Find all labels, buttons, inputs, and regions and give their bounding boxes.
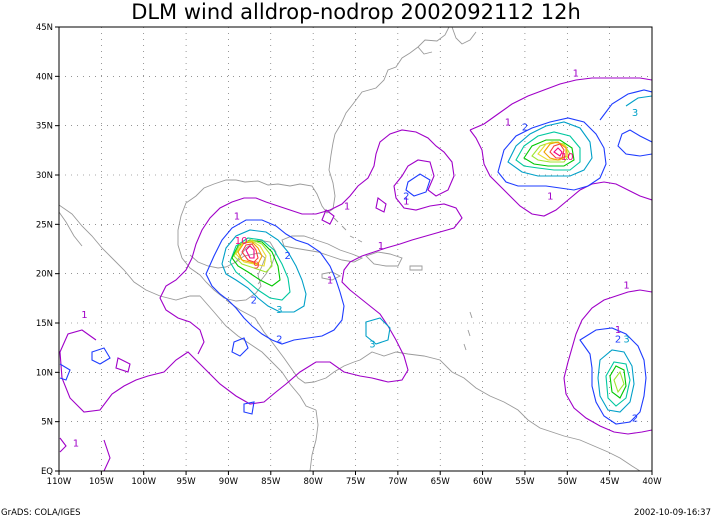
longitude-tick-label: 95W (176, 477, 196, 487)
contour-value-label: 2 (403, 192, 409, 203)
longitude-tick-label: 60W (473, 477, 493, 487)
contour-value-label: 3 (623, 335, 629, 346)
lat-lon-grid (59, 27, 652, 471)
contour-level-4 (229, 131, 631, 407)
latitude-tick-label: 35N (36, 122, 53, 132)
yucatan-coastline (235, 239, 277, 285)
contour-value-label: 1 (73, 438, 79, 449)
north-america-coastline (177, 27, 450, 302)
lesser-antilles (463, 311, 473, 351)
contour-level-2 (205, 219, 345, 345)
longitude-tick-label: 100W (131, 477, 156, 487)
contour-level-1c (563, 289, 652, 435)
latitude-tick-label: 15N (36, 319, 53, 329)
contour-value-label: 2 (522, 123, 528, 134)
longitude-tick-label: 50W (558, 477, 578, 487)
nova-scotia-coastline (417, 27, 477, 55)
map-title: DLM wind alldrop-nodrop 2002092112 12h (131, 0, 581, 24)
longitude-tick-label: 55W (515, 477, 535, 487)
contour-value-label: 1 (81, 310, 87, 321)
contour-value-label: 1 (403, 197, 409, 208)
contour-value-label: 3 (632, 108, 638, 119)
contour-value-label: 1 (615, 325, 621, 336)
contour-value-label: 1 (573, 68, 579, 79)
longitude-tick-label: 85W (261, 477, 281, 487)
latitude-axis: EQ 5N 10N 15N 20N 25N 30N 35N 40N 45N (36, 23, 59, 477)
longitude-tick-label: 75W (346, 477, 366, 487)
contour-level-1d (59, 197, 387, 471)
latitude-tick-label: 25N (36, 220, 53, 230)
cuba-coastline (281, 235, 364, 263)
baja-california (59, 211, 83, 247)
contour-value-label: 10 (561, 152, 574, 163)
contour-level-2d (59, 337, 255, 415)
contour-value-label: 1 (344, 202, 350, 213)
contour-value-label: 2 (251, 295, 257, 306)
contour-value-label: 10 (235, 236, 248, 247)
contours (59, 77, 652, 471)
footer-left-text: GrADS: COLA/IGES (1, 508, 81, 518)
footer-right-text: 2002-10-09-16:37 (634, 508, 711, 518)
latitude-tick-label: 40N (36, 72, 53, 82)
contour-level-10 (245, 147, 563, 259)
latitude-tick-label: 30N (36, 171, 53, 181)
hispaniola-coastline (365, 251, 403, 267)
latitude-tick-label: 10N (36, 368, 53, 378)
latitude-tick-label: EQ (41, 467, 53, 477)
contour-level-6 (233, 141, 625, 394)
contour-level-3b (365, 95, 652, 413)
contour-level-3 (221, 229, 307, 313)
longitude-tick-label: 105W (89, 477, 114, 487)
jamaica-coastline (321, 271, 342, 281)
contour-value-label: 9 (253, 261, 259, 272)
contour-value-label: 1 (378, 241, 384, 252)
contour-level-9 (241, 143, 565, 263)
latitude-tick-label: 5N (41, 418, 53, 428)
contour-level-8 (237, 141, 567, 265)
contour-value-label: 1 (234, 211, 240, 222)
contour-value-label: 3 (276, 305, 282, 316)
contour-level-2c (579, 89, 652, 425)
latitude-tick-label: 45N (36, 23, 53, 33)
longitude-tick-label: 65W (431, 477, 451, 487)
bahamas-islands (333, 217, 363, 243)
central-america-coastline (225, 299, 361, 384)
longitude-axis: 110W 105W 100W 95W 90W 85W 80W 75W 70W 65W 60W 55W 5… (47, 471, 662, 487)
puerto-rico-coastline (409, 265, 423, 271)
contour-value-label: 2 (632, 414, 638, 425)
contour-level-1 (59, 129, 463, 413)
mexico-pacific-coastline (59, 204, 200, 301)
longitude-tick-label: 70W (388, 477, 408, 487)
central-america-pacific (199, 295, 317, 411)
contour-level-2b (405, 117, 607, 197)
coastlines (59, 27, 641, 471)
contour-value-label: 1 (547, 192, 553, 203)
contour-value-label: 1 (623, 280, 629, 291)
contour-value-label: 3 (369, 340, 375, 351)
contour-value-label: 1 (327, 276, 333, 287)
longitude-tick-label: 110W (47, 477, 72, 487)
south-america-coastline (309, 351, 641, 471)
contour-labels: 11111111111122222222333109103 (73, 68, 638, 449)
contour-level-1b (469, 77, 652, 217)
longitude-tick-label: 45W (600, 477, 620, 487)
contour-value-label: 2 (276, 335, 282, 346)
contour-value-label: 1 (505, 118, 511, 129)
contour-value-label: 2 (615, 335, 621, 346)
longitude-tick-label: 40W (642, 477, 662, 487)
latitude-tick-label: 20N (36, 270, 53, 280)
longitude-tick-label: 80W (304, 477, 324, 487)
longitude-tick-label: 90W (219, 477, 239, 487)
contour-value-label: 2 (285, 251, 291, 262)
